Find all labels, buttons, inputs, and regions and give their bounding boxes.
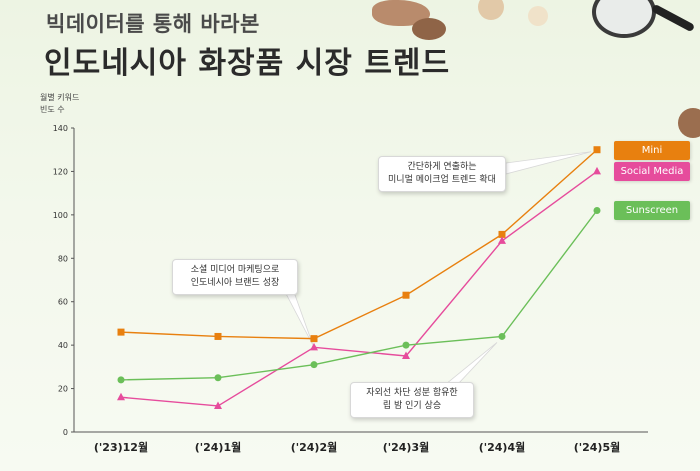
y-tick-label: 60: [58, 298, 68, 307]
y-tick-label: 0: [63, 428, 68, 437]
x-tick-label: ('24)3월: [383, 440, 430, 454]
annotation-social-media: 소셜 미디어 마케팅으로 인도네시아 브랜드 성장: [172, 259, 298, 295]
y-tick-label: 100: [53, 211, 68, 220]
decorative-bead: [478, 0, 504, 20]
annotation-line: 자외선 차단 성분 함유한: [366, 388, 458, 398]
data-point: [117, 376, 125, 384]
x-tick-label: ('24)2월: [291, 440, 338, 454]
decorative-bead: [528, 6, 548, 26]
y-axis-label-line: 월별 키워드: [40, 93, 80, 102]
data-point: [214, 332, 222, 340]
data-point: [310, 342, 318, 351]
annotation-line: 간단하게 연출하는: [407, 162, 477, 172]
page-subtitle: 빅데이터를 통해 바라본: [46, 12, 260, 36]
y-axis-label: 월별 키워드 빈도 수: [40, 92, 100, 116]
decorative-powder-blob: [678, 108, 700, 138]
callout-pointer: [444, 342, 498, 385]
series-line-mini: [120, 149, 598, 340]
y-tick-label: 80: [58, 254, 68, 263]
data-point: [310, 335, 318, 343]
data-point: [214, 401, 222, 409]
annotation-line: 인도네시아 브랜드 성장: [190, 278, 280, 288]
data-point: [214, 374, 222, 382]
decorative-powder-blob: [412, 18, 446, 40]
y-tick-label: 20: [58, 385, 68, 394]
data-point: [402, 341, 410, 349]
x-tick-label: ('24)4월: [479, 440, 526, 454]
data-point: [593, 207, 601, 215]
callout-pointer: [505, 151, 592, 175]
x-tick-label: ('23)12월: [94, 440, 148, 454]
data-point: [498, 236, 506, 244]
legend-sunscreen: Sunscreen: [614, 201, 690, 220]
x-tick-label: ('24)1월: [195, 440, 242, 454]
data-point: [117, 328, 125, 336]
data-point: [117, 392, 125, 401]
series-line-sunscreen: [120, 210, 598, 381]
data-point: [310, 361, 318, 369]
y-axis-label-line: 빈도 수: [40, 105, 65, 114]
y-tick-label: 120: [53, 167, 68, 176]
data-point: [402, 291, 410, 299]
annotation-line: 소셜 미디어 마케팅으로: [190, 265, 280, 275]
data-point: [402, 351, 410, 359]
data-point: [498, 332, 506, 340]
y-tick-label: 40: [58, 341, 68, 350]
page-title: 인도네시아 화장품 시장 트렌드: [44, 46, 451, 81]
annotation-line: 립 밤 인기 상승: [382, 401, 442, 411]
data-point: [498, 230, 506, 238]
data-point: [593, 146, 601, 154]
annotation-line: 미니멀 메이크업 트렌드 확대: [388, 175, 496, 185]
annotation-sunscreen: 자외선 차단 성분 함유한 립 밤 인기 상승: [350, 382, 474, 418]
data-point: [593, 166, 601, 175]
x-tick-label: ('24)5월: [574, 440, 621, 454]
series-line-social-media: [120, 170, 598, 407]
legend-social-media: Social Media: [614, 162, 690, 181]
annotation-mini: 간단하게 연출하는 미니멀 메이크업 트렌드 확대: [378, 156, 506, 192]
legend-mini: Mini: [614, 141, 690, 160]
y-tick-label: 140: [53, 124, 68, 133]
